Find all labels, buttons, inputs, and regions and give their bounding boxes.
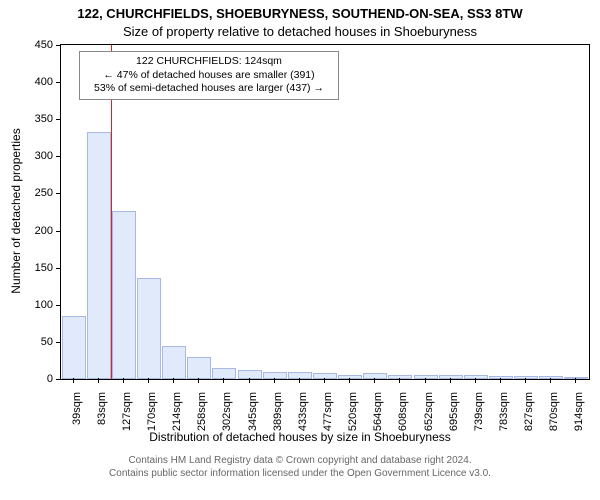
xtick-mark [274, 378, 275, 383]
xtick-label: 695sqm [448, 392, 460, 431]
histogram-bar [187, 357, 211, 379]
xtick-mark [575, 378, 576, 383]
xtick-label: 302sqm [221, 392, 233, 431]
annotation-line: 53% of semi-detached houses are larger (… [86, 82, 332, 96]
xtick-label: 214sqm [171, 392, 183, 431]
footer-line-1: Contains HM Land Registry data © Crown c… [0, 454, 600, 467]
ytick-mark [56, 305, 61, 306]
ytick-mark [56, 156, 61, 157]
histogram-bar [87, 132, 111, 379]
ytick-label: 100 [35, 299, 53, 311]
histogram-bar [62, 316, 86, 379]
xtick-mark [173, 378, 174, 383]
ytick-label: 0 [47, 373, 53, 385]
ytick-mark [56, 342, 61, 343]
y-axis-label: Number of detached properties [9, 128, 23, 293]
xtick-mark [123, 378, 124, 383]
xtick-label: 170sqm [146, 392, 158, 431]
xtick-label: 739sqm [473, 392, 485, 431]
xtick-mark [349, 378, 350, 383]
xtick-label: 433sqm [297, 392, 309, 431]
ytick-mark [56, 193, 61, 194]
chart-container: 122, CHURCHFIELDS, SHOEBURYNESS, SOUTHEN… [0, 0, 600, 500]
xtick-mark [550, 378, 551, 383]
ytick-mark [56, 45, 61, 46]
xtick-mark [299, 378, 300, 383]
histogram-bar [112, 211, 136, 379]
x-axis-label: Distribution of detached houses by size … [0, 430, 600, 444]
xtick-mark [475, 378, 476, 383]
histogram-bar [162, 346, 186, 379]
xtick-label: 83sqm [96, 392, 108, 425]
xtick-label: 564sqm [372, 392, 384, 431]
xtick-label: 783sqm [498, 392, 510, 431]
xtick-label: 345sqm [247, 392, 259, 431]
xtick-mark [525, 378, 526, 383]
xtick-mark [425, 378, 426, 383]
xtick-mark [198, 378, 199, 383]
footer-attribution: Contains HM Land Registry data © Crown c… [0, 454, 600, 480]
footer-line-2: Contains public sector information licen… [0, 467, 600, 480]
xtick-mark [223, 378, 224, 383]
ytick-mark [56, 231, 61, 232]
ytick-label: 50 [41, 336, 53, 348]
xtick-mark [500, 378, 501, 383]
ytick-mark [56, 119, 61, 120]
title-subtitle: Size of property relative to detached ho… [0, 24, 600, 39]
annotation-callout: 122 CHURCHFIELDS: 124sqm← 47% of detache… [79, 51, 339, 100]
xtick-mark [73, 378, 74, 383]
xtick-label: 389sqm [272, 392, 284, 431]
annotation-line: ← 47% of detached houses are smaller (39… [86, 69, 332, 83]
xtick-label: 477sqm [322, 392, 334, 431]
ytick-label: 300 [35, 150, 53, 162]
xtick-label: 520sqm [347, 392, 359, 431]
ytick-label: 350 [35, 113, 53, 125]
xtick-mark [324, 378, 325, 383]
xtick-mark [249, 378, 250, 383]
x-ticks: 39sqm 83sqm 127sqm 170sqm 214sqm 258sqm 302sqm… [60, 378, 588, 428]
ytick-mark [56, 82, 61, 83]
ytick-label: 150 [35, 262, 53, 274]
xtick-label: 827sqm [523, 392, 535, 431]
ytick-label: 400 [35, 76, 53, 88]
xtick-mark [98, 378, 99, 383]
xtick-label: 258sqm [196, 392, 208, 431]
xtick-label: 39sqm [71, 392, 83, 425]
xtick-label: 127sqm [121, 392, 133, 431]
annotation-line: 122 CHURCHFIELDS: 124sqm [86, 55, 332, 69]
histogram-bar [137, 278, 161, 379]
xtick-label: 914sqm [573, 392, 585, 431]
ytick-mark [56, 268, 61, 269]
title-address: 122, CHURCHFIELDS, SHOEBURYNESS, SOUTHEN… [0, 6, 600, 21]
xtick-mark [148, 378, 149, 383]
ytick-label: 250 [35, 187, 53, 199]
ytick-label: 450 [35, 39, 53, 51]
xtick-mark [374, 378, 375, 383]
xtick-mark [450, 378, 451, 383]
ytick-label: 200 [35, 225, 53, 237]
xtick-label: 652sqm [423, 392, 435, 431]
xtick-label: 608sqm [397, 392, 409, 431]
xtick-label: 870sqm [548, 392, 560, 431]
xtick-mark [399, 378, 400, 383]
